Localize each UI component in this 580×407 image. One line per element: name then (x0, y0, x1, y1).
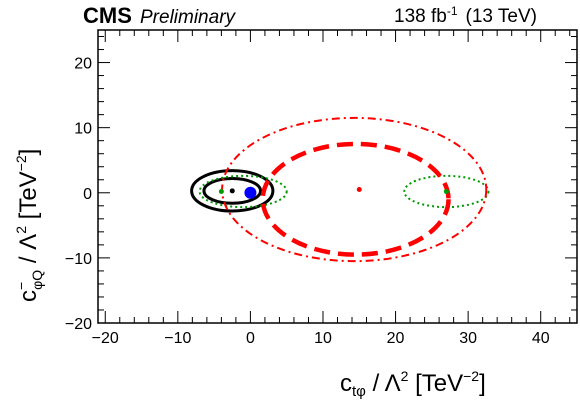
contour-solid (190, 169, 275, 213)
y-axis-label: c−φQ / Λ2 [TeV−2] (13, 149, 45, 302)
best-fit-point (356, 187, 362, 193)
x-tick-label: 10 (314, 330, 332, 347)
tick-labels: −20 −10 0 10 20 30 40 −20 −10 0 10 20 (65, 56, 550, 347)
y-tick-label: 20 (74, 56, 92, 73)
contour-lines (190, 116, 490, 263)
contour-dashed (260, 141, 451, 257)
lumi-label: 138 fb-1 (13 TeV) (394, 4, 537, 27)
best-fit-point (229, 188, 235, 194)
energy-label: (13 TeV) (466, 6, 537, 27)
experiment-label: CMS (83, 3, 132, 28)
x-tick-label: 0 (246, 330, 255, 347)
y-tick-label: −20 (65, 316, 92, 333)
lumi-exponent: -1 (447, 4, 458, 18)
y-tick-label: 10 (74, 121, 92, 138)
x-tick-label: 40 (532, 330, 550, 347)
x-tick-label: −20 (92, 330, 119, 347)
y-tick-label: −10 (65, 251, 92, 268)
sm-point (244, 186, 257, 199)
best-fit-points (218, 186, 449, 199)
contour-dotted (198, 174, 288, 209)
contour-solid (202, 176, 263, 205)
best-fit-point (218, 188, 224, 194)
y-tick-label: 0 (83, 186, 92, 203)
x-tick-label: 30 (459, 330, 477, 347)
x-axis-label: ctφ / Λ2 [TeV−2] (340, 368, 486, 400)
axis-ticks (98, 30, 577, 324)
x-tick-label: 20 (387, 330, 405, 347)
contour-dotted (403, 174, 490, 209)
x-tick-label: −10 (164, 330, 191, 347)
plot-frame (97, 29, 578, 324)
status-label: Preliminary (140, 7, 237, 28)
best-fit-point (443, 188, 449, 194)
lumi-value: 138 fb (394, 6, 447, 27)
